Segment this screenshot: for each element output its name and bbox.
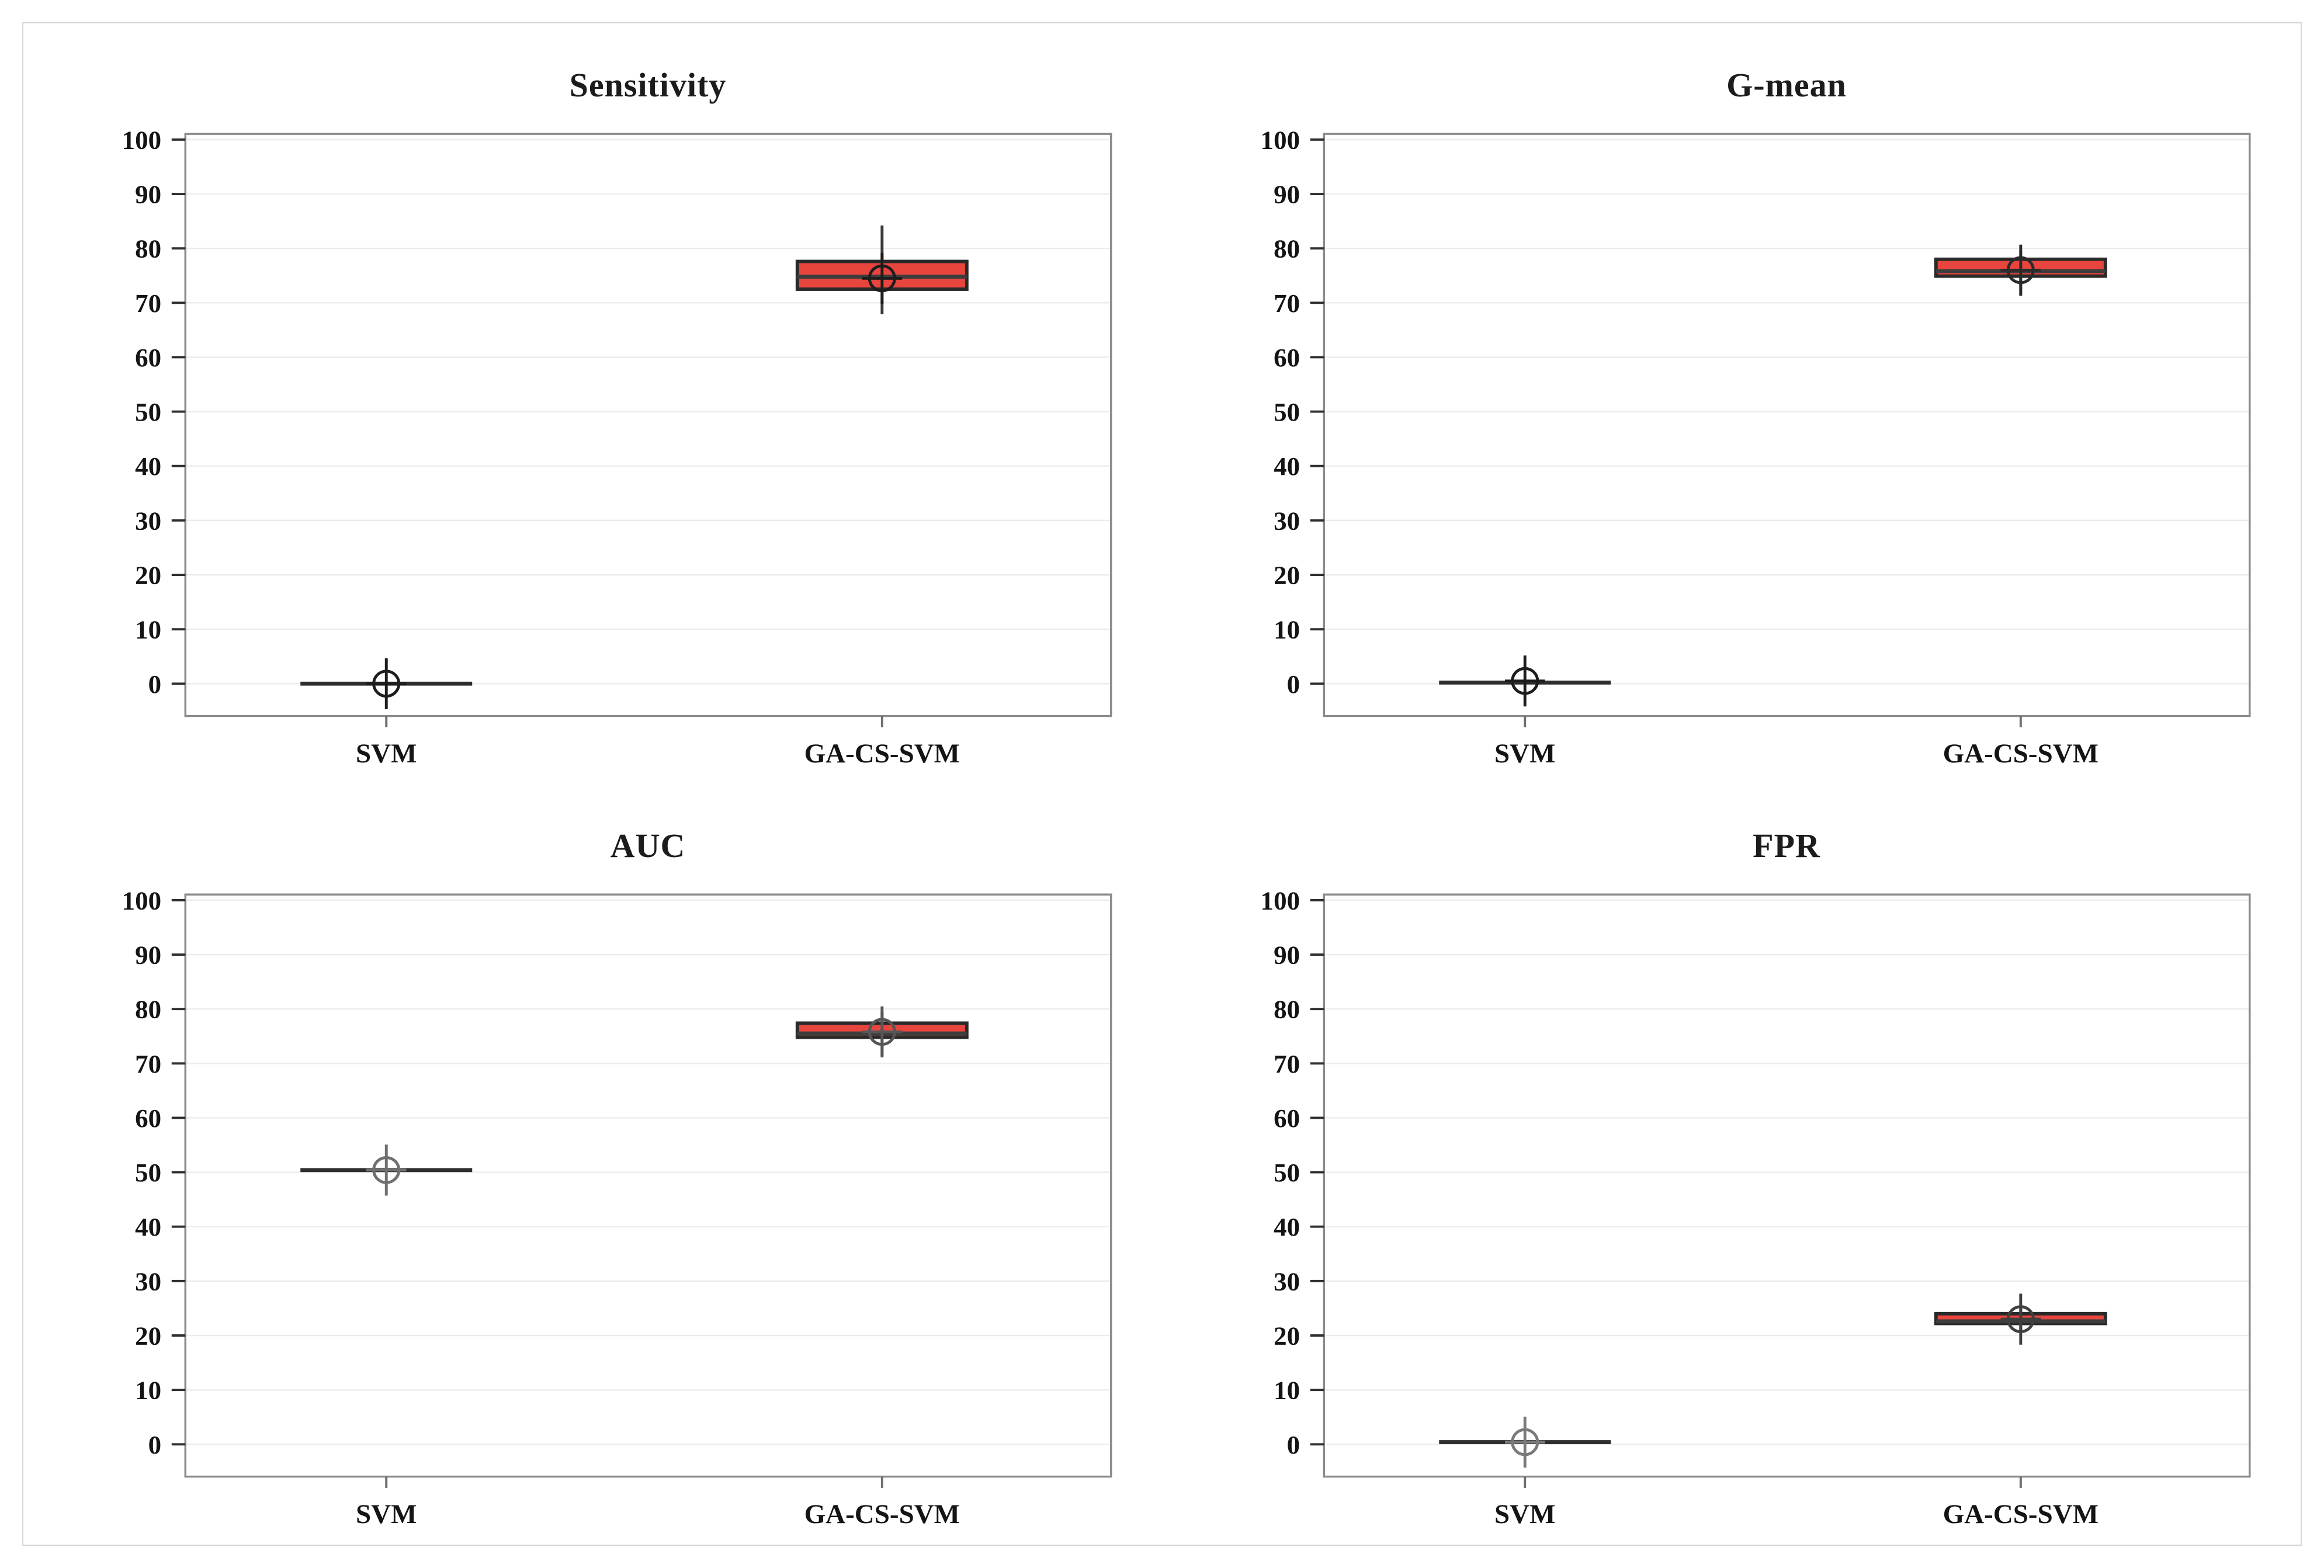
- y-tick-label: 60: [135, 343, 161, 372]
- mean-marker-circle: [868, 264, 896, 293]
- y-tick-label: 30: [135, 1267, 161, 1296]
- y-tick-label: 10: [135, 1376, 161, 1405]
- y-tick-label: 90: [135, 180, 161, 209]
- y-tick-label: 60: [1274, 1104, 1300, 1133]
- y-tick-label: 20: [1274, 1321, 1300, 1351]
- y-tick-label: 40: [1274, 452, 1300, 481]
- plot-border: [1323, 133, 2251, 717]
- y-tick-label: 90: [1274, 180, 1300, 209]
- y-tick-label: 10: [1274, 615, 1300, 644]
- gmean-boxplot: 0 10 20 30 40 50 60 70 80 90 100 SVM GA-CS-SVM: [1261, 126, 2251, 769]
- y-tick-label: 40: [135, 452, 161, 481]
- y-tick-label: 40: [1274, 1212, 1300, 1241]
- category-label: SVM: [356, 1499, 417, 1529]
- mean-marker-circle: [1511, 667, 1539, 695]
- y-tick-label: 0: [148, 1430, 162, 1459]
- y-tick-label: 20: [135, 561, 161, 590]
- y-tick-label: 10: [135, 615, 161, 644]
- y-tick-label: 20: [1274, 561, 1300, 590]
- panel-gmean: 0 10 20 30 40 50 60 70 80 90 100 SVM GA-CS-SVM G-mea…: [1162, 23, 2301, 784]
- y-tick-label: 10: [1274, 1376, 1300, 1405]
- mean-marker-circle: [868, 1018, 896, 1046]
- y-tick-label: 90: [135, 941, 161, 970]
- mean-marker-circle: [2006, 1305, 2035, 1333]
- mean-marker-circle: [372, 669, 401, 698]
- panel-auc: 0 10 20 30 40 50 60 70 80 90 100 SVM GA-CS-SVM AUC: [23, 784, 1162, 1545]
- y-tick-label: 100: [122, 126, 162, 155]
- plot-border: [184, 893, 1112, 1478]
- y-tick-label: 40: [135, 1212, 161, 1241]
- y-tick-label: 70: [135, 289, 161, 318]
- category-label: SVM: [1494, 738, 1556, 769]
- plot-border: [184, 133, 1112, 717]
- auc-boxplot: 0 10 20 30 40 50 60 70 80 90 100 SVM GA-CS-SVM: [122, 886, 1112, 1529]
- mean-marker-circle: [372, 1156, 401, 1184]
- plot-border: [1323, 893, 2251, 1478]
- y-tick-label: 80: [1274, 995, 1300, 1024]
- panel-sensitivity: 0 10 20 30 40 50 60 70 80 90 100 SVM GA-CS-SVM Sensi…: [23, 23, 1162, 784]
- fpr-boxplot: 0 10 20 30 40 50 60 70 80 90 100 SVM GA-CS-SVM: [1261, 886, 2251, 1529]
- figure-frame: 0 10 20 30 40 50 60 70 80 90 100 SVM GA-CS-SVM Sensi…: [22, 22, 2302, 1546]
- y-tick-label: 80: [135, 995, 161, 1024]
- y-tick-label: 50: [135, 397, 161, 426]
- y-tick-label: 100: [1261, 126, 1300, 155]
- y-tick-label: 0: [1287, 1430, 1300, 1459]
- y-tick-label: 100: [122, 886, 162, 915]
- y-tick-label: 50: [1274, 397, 1300, 426]
- y-tick-label: 70: [1274, 289, 1300, 318]
- panel-fpr: 0 10 20 30 40 50 60 70 80 90 100 SVM GA-CS-SVM FPR: [1162, 784, 2301, 1545]
- y-tick-label: 80: [1274, 234, 1300, 263]
- y-tick-label: 70: [135, 1049, 161, 1078]
- y-tick-label: 0: [1287, 669, 1300, 699]
- y-tick-label: 60: [1274, 343, 1300, 372]
- y-tick-label: 80: [135, 234, 161, 263]
- y-tick-label: 0: [148, 669, 162, 699]
- y-tick-label: 30: [1274, 1267, 1300, 1296]
- y-tick-label: 50: [135, 1158, 161, 1187]
- category-label: GA-CS-SVM: [1943, 1499, 2099, 1529]
- y-tick-label: 60: [135, 1104, 161, 1133]
- y-tick-label: 20: [135, 1321, 161, 1351]
- sensitivity-boxplot: 0 10 20 30 40 50 60 70 80 90 100 SVM GA-CS-SVM: [122, 126, 1112, 769]
- category-label: SVM: [356, 738, 417, 769]
- mean-marker-circle: [1511, 1428, 1539, 1456]
- y-tick-label: 30: [135, 507, 161, 536]
- mean-marker-circle: [2006, 256, 2035, 285]
- category-label: GA-CS-SVM: [804, 1499, 960, 1529]
- y-tick-label: 70: [1274, 1049, 1300, 1078]
- category-label: SVM: [1494, 1499, 1556, 1529]
- y-tick-label: 90: [1274, 941, 1300, 970]
- y-tick-label: 30: [1274, 507, 1300, 536]
- category-label: GA-CS-SVM: [804, 738, 960, 769]
- y-tick-label: 100: [1261, 886, 1300, 915]
- category-label: GA-CS-SVM: [1943, 738, 2099, 769]
- y-tick-label: 50: [1274, 1158, 1300, 1187]
